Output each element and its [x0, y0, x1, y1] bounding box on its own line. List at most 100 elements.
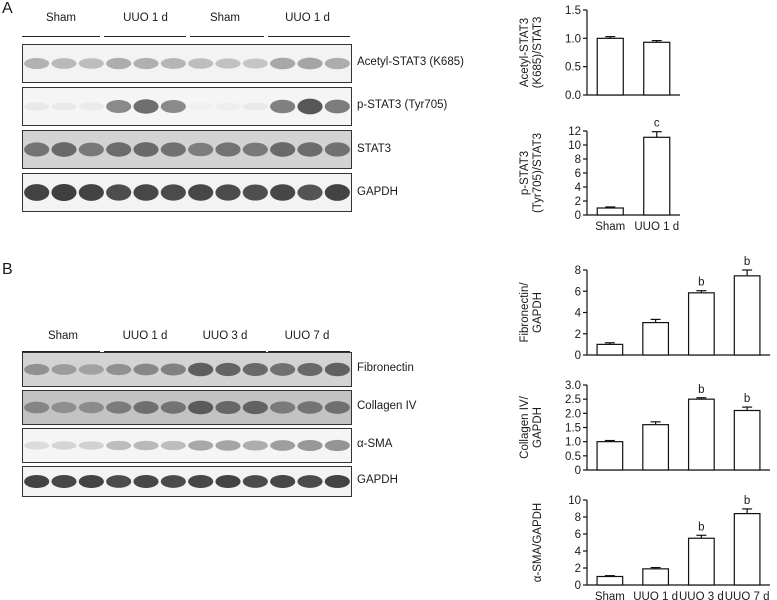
y-tick-label: 4	[575, 308, 582, 320]
group-label-b-2: UUO 1 d	[122, 330, 168, 342]
blot-band	[188, 475, 214, 488]
bar	[733, 409, 761, 471]
panel-b-letter: B	[2, 261, 13, 278]
blot-label-alpha-sma: α-SMA	[357, 438, 393, 450]
blot-band	[133, 475, 159, 488]
blot-band	[160, 99, 186, 114]
blot-band	[242, 142, 268, 157]
blot-band	[51, 364, 77, 375]
bar	[733, 512, 761, 586]
blot-band	[270, 475, 296, 488]
y-tick-label: 8	[575, 265, 581, 277]
blot-band	[188, 400, 214, 415]
blot-band	[24, 401, 50, 414]
blot-band	[51, 58, 77, 69]
blot-label-collagen-iv: Collagen IV	[357, 400, 417, 412]
blot-band	[324, 99, 350, 114]
blot-band	[106, 475, 132, 488]
bar	[596, 207, 624, 216]
significance-label: b	[744, 495, 750, 507]
bar	[596, 343, 624, 356]
y-tick-label: 0.5	[565, 451, 581, 463]
y-tick-label: 0	[575, 465, 581, 477]
blot-band	[106, 57, 132, 70]
blot-band	[78, 102, 104, 111]
panel-a-letter: A	[2, 0, 13, 17]
bar	[642, 321, 670, 356]
blot-label-fibronectin: Fibronectin	[357, 362, 414, 374]
y-axis-label: (K685)/STAT3	[532, 17, 544, 89]
blot-band	[24, 57, 50, 70]
significance-label: b	[744, 393, 750, 405]
blot-band	[51, 102, 77, 111]
blot-image	[23, 353, 351, 386]
blot-band	[106, 99, 132, 114]
blot-band	[160, 363, 186, 376]
bar	[733, 275, 761, 356]
blot-band	[324, 439, 350, 452]
y-tick-label: 0.0	[565, 90, 581, 102]
blot-band	[188, 58, 214, 69]
blot-band	[270, 99, 296, 114]
blot-band	[24, 142, 50, 157]
group-line-b-1	[22, 351, 100, 352]
blot-band	[270, 57, 296, 70]
blot-band	[242, 475, 268, 488]
group-line-a-2	[104, 36, 186, 37]
y-tick-label: 6	[575, 529, 581, 541]
blot-band	[297, 401, 323, 414]
y-tick-label: 10	[568, 495, 581, 507]
blot-band	[106, 440, 132, 451]
category-label: UUO 3 d	[679, 591, 724, 600]
bar	[596, 37, 624, 96]
y-tick-label: 1.0	[565, 437, 581, 449]
blot-band	[133, 142, 159, 157]
group-line-b-4	[268, 351, 350, 352]
blot-band	[24, 363, 50, 376]
y-axis-label: α-SMA/GAPDH	[532, 503, 544, 583]
blot-band	[215, 362, 241, 377]
chart-collagen-iv: 0 0.5 1.0 1.5 2.0 2.5 3.0 Collagen IV/GAPDH b b	[519, 380, 770, 477]
blot-band	[188, 142, 214, 157]
blot-band	[297, 57, 323, 70]
category-label: Sham	[595, 221, 625, 233]
blot-band	[51, 401, 77, 414]
y-tick-label: 0.5	[565, 62, 581, 74]
blot-band	[270, 401, 296, 414]
group-line-b-3	[186, 351, 266, 352]
y-tick-label: 8	[575, 154, 581, 166]
blot-band	[242, 184, 268, 201]
bar	[643, 136, 671, 216]
bar	[687, 398, 715, 471]
blot-band	[160, 58, 186, 69]
blot-band	[160, 475, 186, 488]
blot-band	[297, 362, 323, 377]
blot-band	[78, 401, 104, 414]
blot-band	[51, 142, 77, 157]
blot-band	[133, 363, 159, 376]
blot-band	[133, 184, 159, 201]
significance-label: b	[698, 277, 704, 289]
group-line-a-1	[22, 36, 100, 37]
blot-band	[270, 184, 296, 201]
blot-band	[106, 401, 132, 414]
bar	[596, 575, 624, 586]
bar	[642, 568, 670, 586]
y-tick-label: 0	[575, 580, 581, 592]
blot-band	[24, 184, 50, 201]
blot-band	[188, 362, 214, 377]
y-tick-label: 1.5	[565, 423, 581, 435]
blot-gapdh-a	[22, 173, 352, 212]
blot-band	[297, 184, 323, 201]
blot-band	[215, 102, 241, 111]
blot-image	[23, 45, 351, 82]
blot-band	[215, 474, 241, 489]
blot-band	[78, 142, 104, 157]
y-tick-label: 0	[575, 210, 581, 222]
blot-band	[160, 142, 186, 157]
blot-band	[215, 440, 241, 451]
significance-label: b	[698, 521, 704, 533]
blot-band	[78, 184, 104, 201]
y-tick-label: 2	[575, 329, 581, 341]
